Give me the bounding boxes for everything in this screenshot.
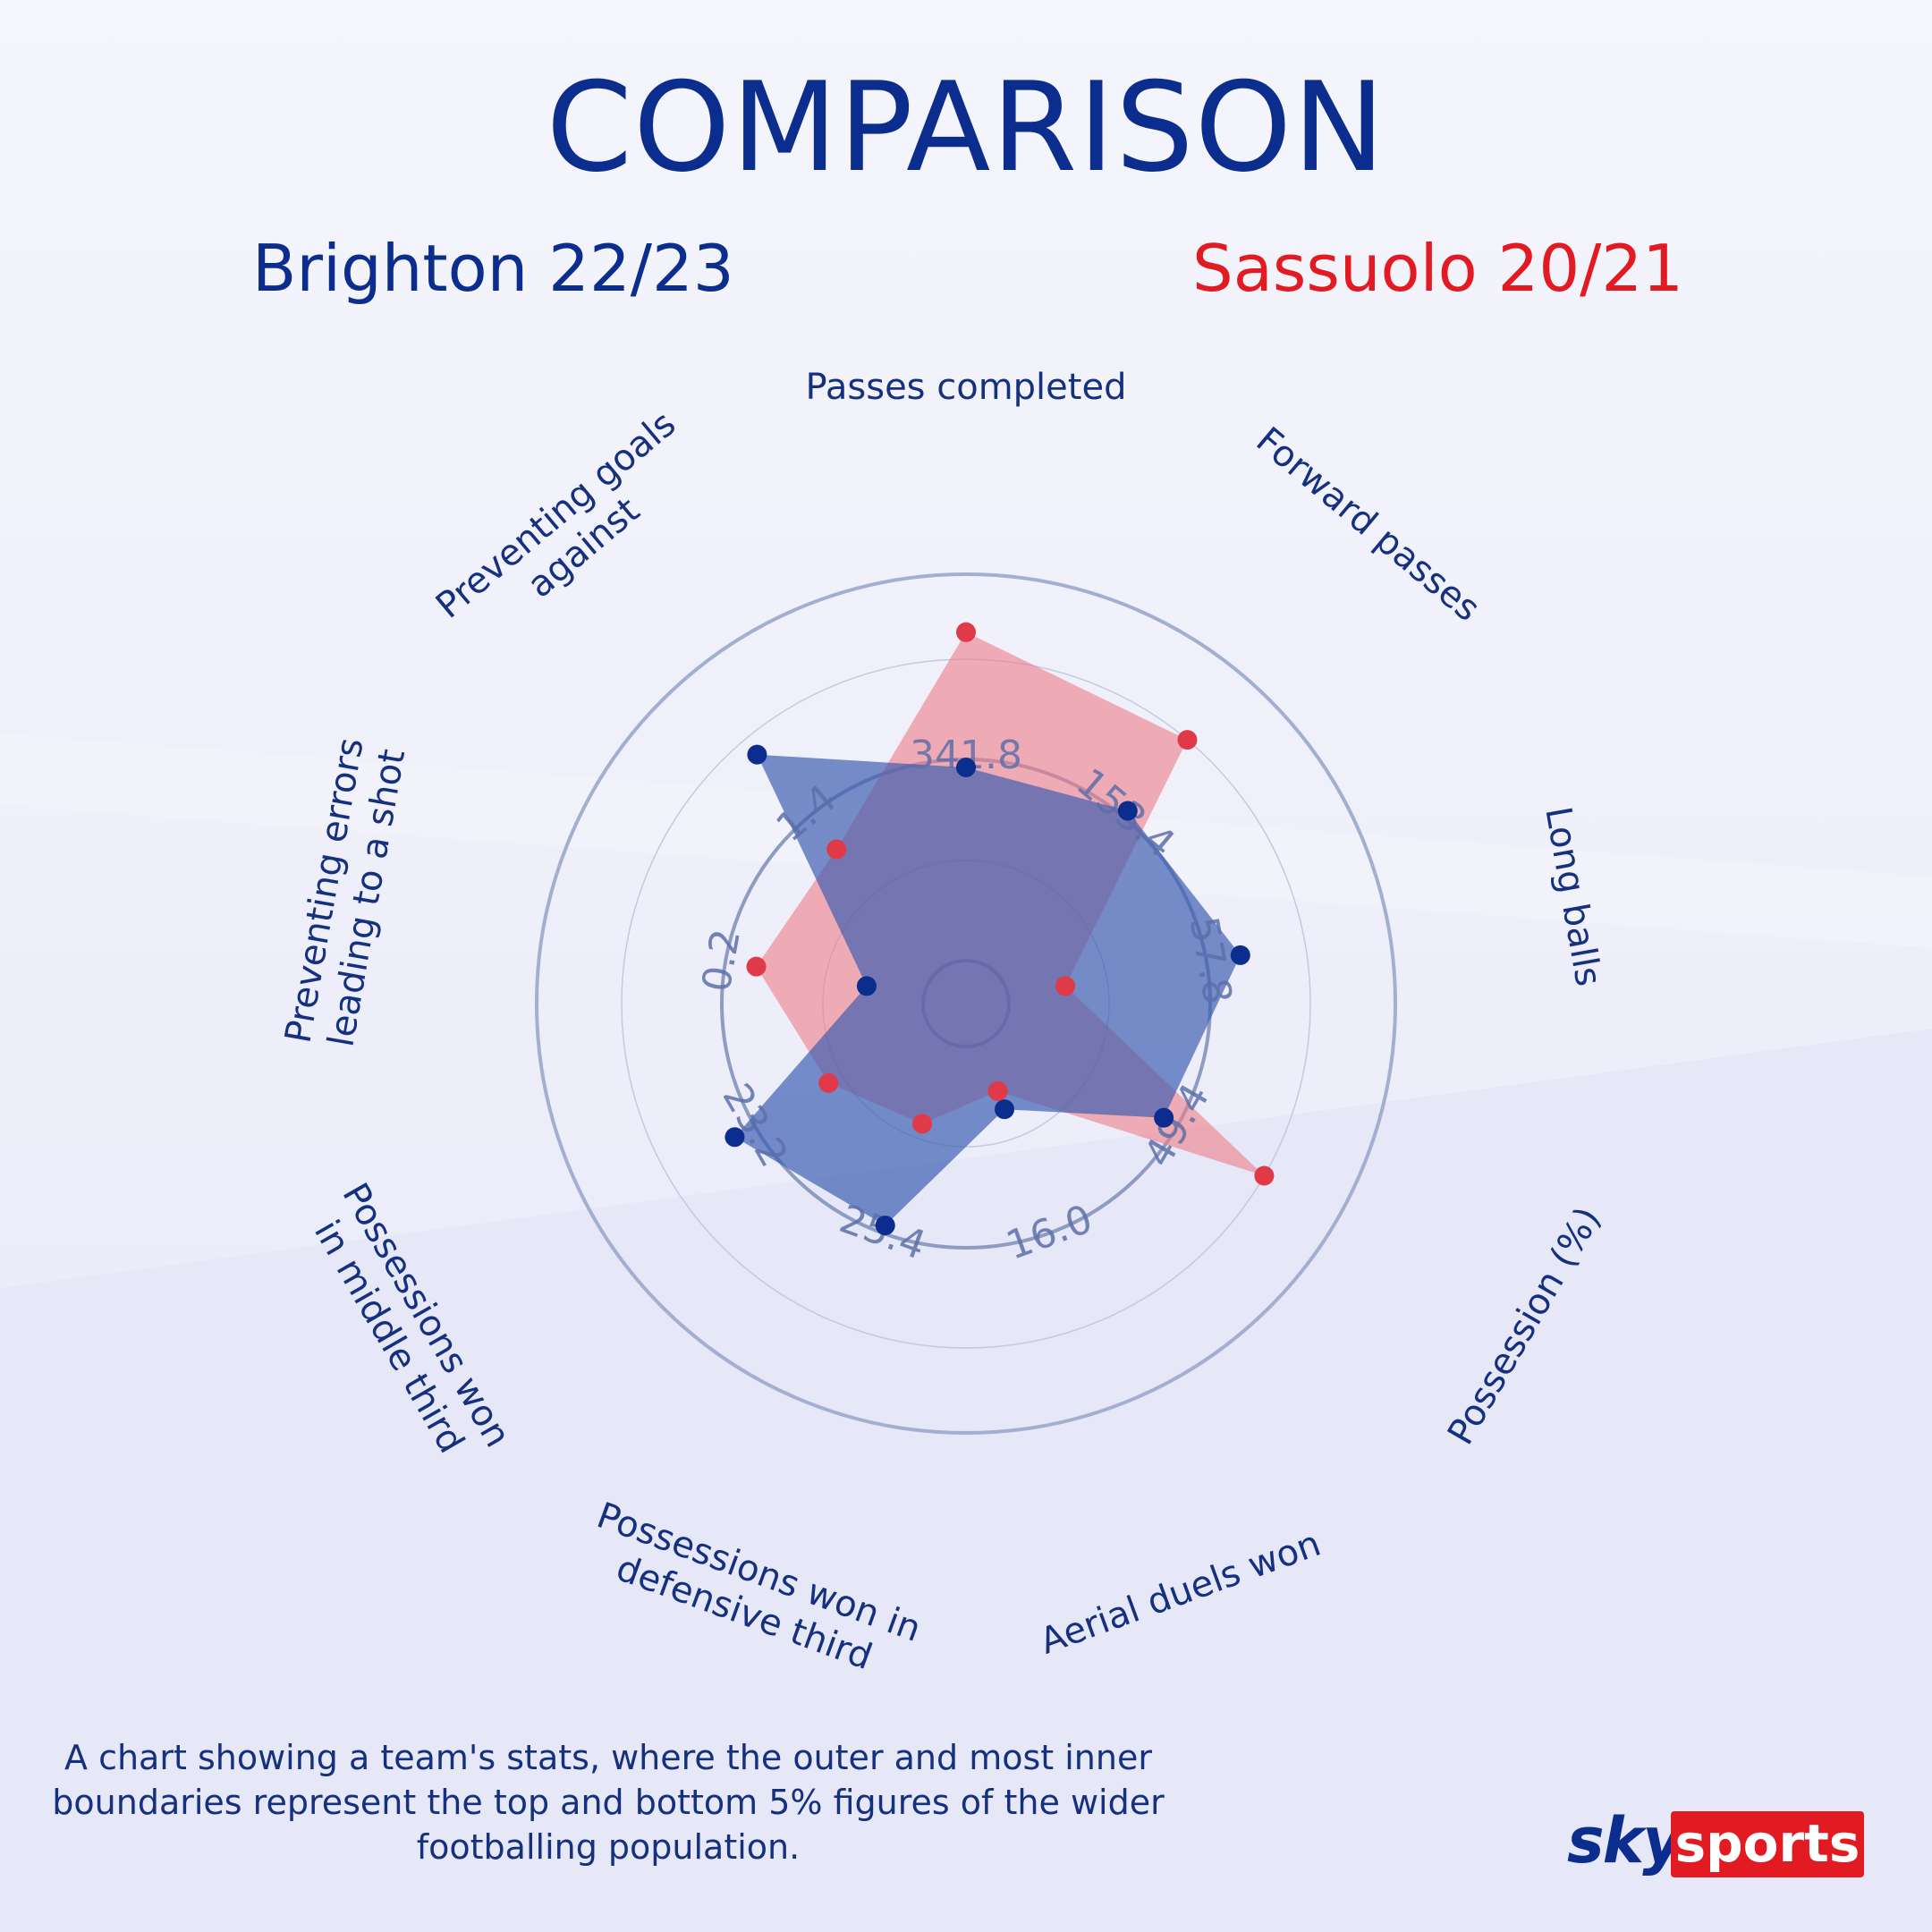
- point-sassuolo-7: [818, 1072, 839, 1093]
- point-sassuolo-8: [746, 956, 767, 977]
- point-brighton-7: [724, 1127, 745, 1148]
- logo-sports-text: sports: [1674, 1813, 1860, 1874]
- category-label-6: Possessions won indefensive third: [577, 1495, 927, 1690]
- logo-sky-text: sky: [1567, 1804, 1683, 1877]
- category-label-8: Preventing errorsleading to a shot: [277, 735, 414, 1054]
- category-label-7: Possessions wonin middle third: [297, 1176, 518, 1476]
- point-brighton-4: [1154, 1107, 1174, 1128]
- point-sassuolo-4: [1254, 1165, 1275, 1186]
- legend-team-brighton: Brighton 22/23: [252, 231, 734, 306]
- category-label-9: Preventing goalsagainst: [428, 403, 711, 660]
- axis-value-label-8: 0.2: [694, 926, 750, 996]
- series-area-brighton-22-23: [734, 754, 1241, 1226]
- category-label-1: Passes completed: [806, 367, 1127, 408]
- page-title: COMPARISON: [546, 55, 1386, 199]
- radar-series-layer: [734, 631, 1265, 1226]
- category-label-5: Aerial duels won: [1035, 1523, 1326, 1663]
- point-brighton-1: [956, 758, 976, 777]
- radar-points-layer: [724, 622, 1275, 1236]
- point-sassuolo-2: [1177, 730, 1198, 750]
- axis-value-label-5: 16.0: [1000, 1196, 1098, 1268]
- point-sassuolo-3: [1055, 976, 1076, 996]
- point-brighton-6: [875, 1216, 895, 1236]
- grid-ring-5: [535, 572, 1397, 1435]
- logo-sports-box: sports: [1671, 1811, 1864, 1877]
- point-brighton-9: [747, 744, 767, 765]
- legend-team-sassuolo: Sassuolo 20/21: [1192, 231, 1683, 306]
- footnote: A chart showing a team's stats, where th…: [52, 1738, 1165, 1867]
- point-sassuolo-9: [826, 839, 847, 860]
- category-label-2: Forward passes: [1249, 419, 1488, 630]
- point-brighton-5: [995, 1099, 1015, 1120]
- point-sassuolo-5: [987, 1080, 1008, 1101]
- point-sassuolo-1: [956, 622, 976, 642]
- point-brighton-8: [856, 976, 877, 996]
- point-brighton-2: [1117, 801, 1138, 821]
- category-label-3: Long balls: [1537, 804, 1608, 989]
- point-sassuolo-6: [912, 1114, 933, 1134]
- point-brighton-3: [1230, 945, 1250, 965]
- category-label-4: Possession (%): [1440, 1200, 1609, 1452]
